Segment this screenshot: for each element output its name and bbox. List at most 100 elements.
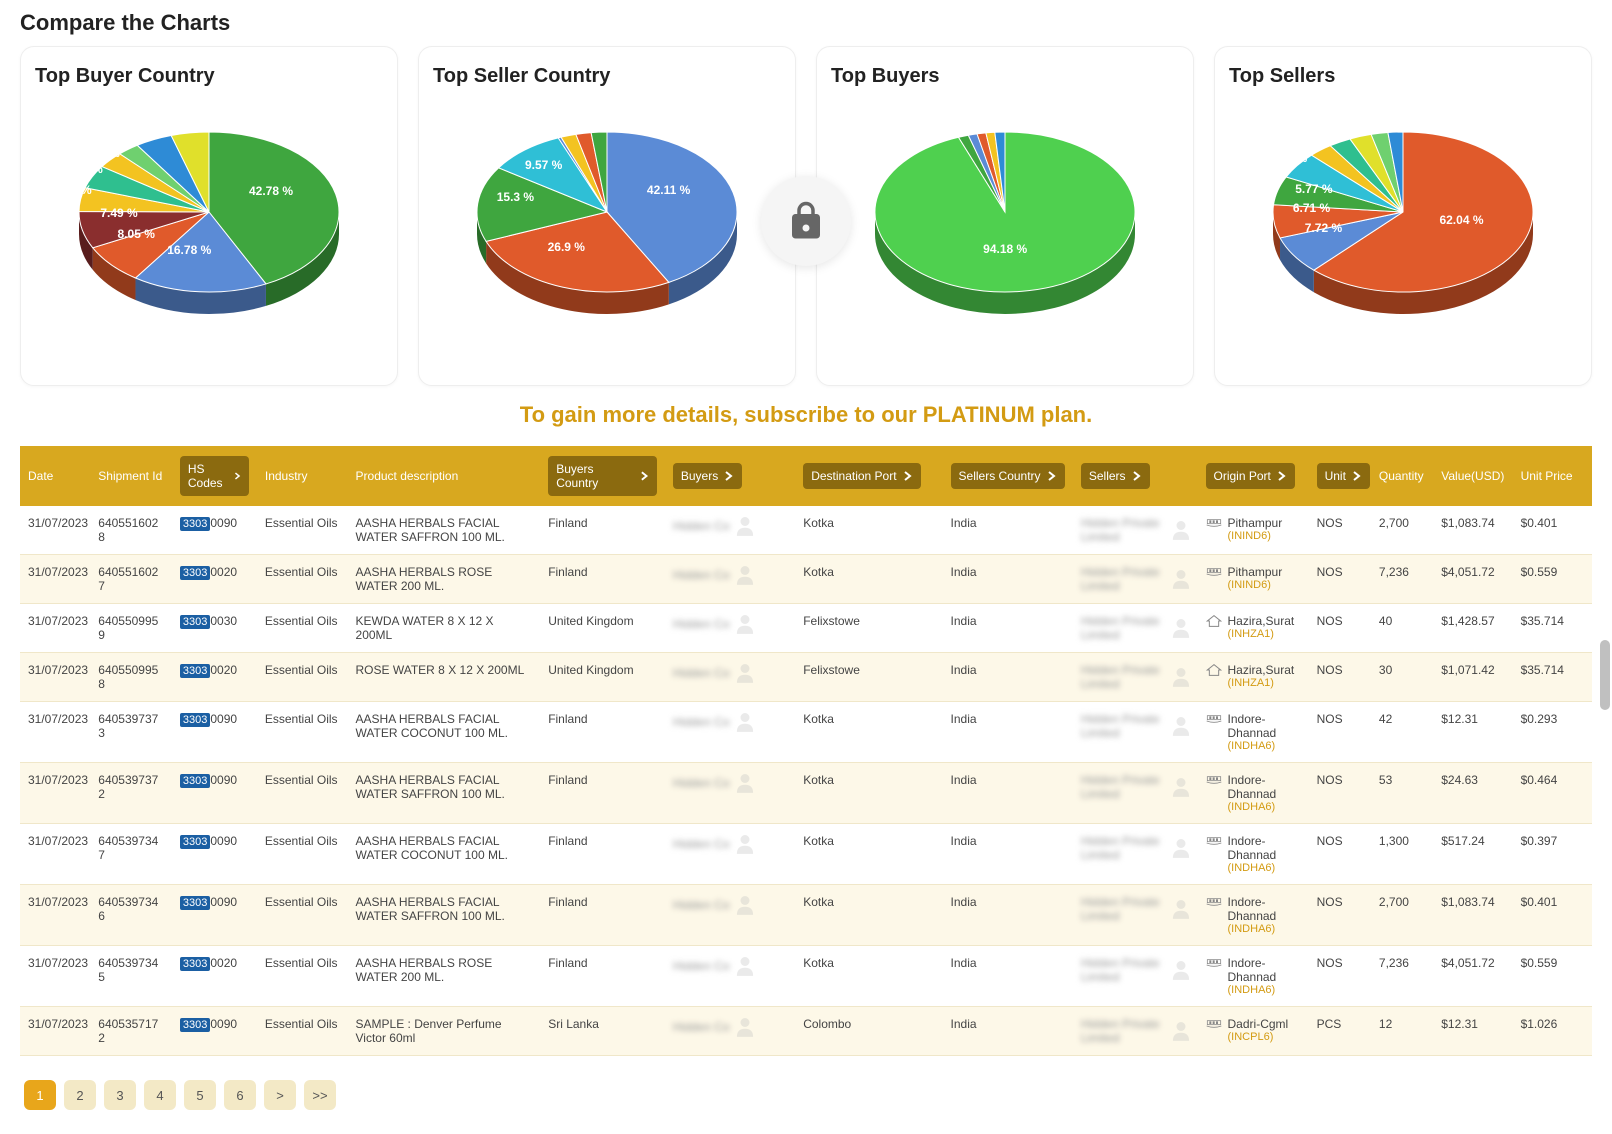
hs-prefix-chip: 3303 — [180, 957, 210, 971]
column-header-sellers[interactable]: Sellers — [1073, 446, 1198, 506]
cell-qty: 30 — [1371, 653, 1433, 702]
cell-industry: Essential Oils — [257, 506, 348, 555]
column-expand-btn[interactable]: Origin Port — [1206, 463, 1295, 489]
table-row[interactable]: 31/07/2023640539737233030090Essential Oi… — [20, 763, 1592, 824]
cell-unit: PCS — [1309, 1007, 1371, 1056]
pie-chart[interactable] — [49, 112, 369, 332]
pie-chart[interactable] — [845, 112, 1165, 332]
cell-bcountry: Sri Lanka — [540, 1007, 665, 1056]
cell-oport: Hazira,Surat(INHZA1) — [1198, 653, 1309, 702]
page-button[interactable]: 1 — [24, 1080, 56, 1110]
cell-qty: 2,700 — [1371, 885, 1433, 946]
cell-sellers: Hidden Private Limited — [1073, 946, 1198, 1007]
table-row[interactable]: 31/07/2023640535717233030090Essential Oi… — [20, 1007, 1592, 1056]
column-header-buyers[interactable]: Buyers — [665, 446, 795, 506]
port-ship-icon — [1206, 712, 1222, 726]
page-button[interactable]: >> — [304, 1080, 336, 1110]
cell-qty: 7,236 — [1371, 555, 1433, 604]
cell-hs: 33030090 — [172, 824, 257, 885]
table-row[interactable]: 31/07/2023640539734533030020Essential Oi… — [20, 946, 1592, 1007]
column-expand-btn[interactable]: Buyers Country — [548, 456, 657, 496]
cell-oport: Pithampur(ININD6) — [1198, 555, 1309, 604]
cell-desc: AASHA HERBALS FACIAL WATER SAFFRON 100 M… — [348, 506, 541, 555]
column-expand-btn[interactable]: Sellers — [1081, 463, 1150, 489]
port-ship-icon — [1206, 834, 1222, 848]
blurred-seller: Hidden Private Limited — [1081, 712, 1166, 740]
table-row[interactable]: 31/07/2023640550995833030020Essential Oi… — [20, 653, 1592, 702]
cell-uprice: $35.714 — [1513, 604, 1592, 653]
cell-qty: 7,236 — [1371, 946, 1433, 1007]
page-button[interactable]: 4 — [144, 1080, 176, 1110]
blurred-buyer: Hidden Co — [673, 519, 730, 533]
column-header-unit[interactable]: Unit — [1309, 446, 1371, 506]
cell-shipment: 6405516028 — [90, 506, 172, 555]
avatar-icon — [1172, 667, 1190, 687]
cell-industry: Essential Oils — [257, 885, 348, 946]
column-header-industry: Industry — [257, 446, 348, 506]
cell-unit: NOS — [1309, 653, 1371, 702]
cell-dport: Kotka — [795, 946, 942, 1007]
chart-title: Top Sellers — [1229, 65, 1577, 88]
cell-desc: KEWDA WATER 8 X 12 X 200ML — [348, 604, 541, 653]
page-button[interactable]: 2 — [64, 1080, 96, 1110]
column-expand-btn[interactable]: Unit — [1317, 463, 1370, 489]
page-button[interactable]: 3 — [104, 1080, 136, 1110]
table-row[interactable]: 31/07/2023640539734633030090Essential Oi… — [20, 885, 1592, 946]
column-expand-btn[interactable]: Destination Port — [803, 463, 920, 489]
avatar-icon — [736, 834, 754, 854]
cell-qty: 42 — [1371, 702, 1433, 763]
cell-industry: Essential Oils — [257, 824, 348, 885]
pie-chart[interactable] — [447, 112, 767, 332]
cell-buyers: Hidden Co — [665, 763, 795, 824]
cell-hs: 33030020 — [172, 946, 257, 1007]
cell-buyers: Hidden Co — [665, 653, 795, 702]
port-code: (INHZA1) — [1228, 628, 1295, 640]
table-row[interactable]: 31/07/2023640551602733030020Essential Oi… — [20, 555, 1592, 604]
table-row[interactable]: 31/07/2023640539737333030090Essential Oi… — [20, 702, 1592, 763]
cell-value: $1,071.42 — [1433, 653, 1512, 702]
cell-shipment: 6405357172 — [90, 1007, 172, 1056]
page-button[interactable]: 5 — [184, 1080, 216, 1110]
column-header-hs[interactable]: HS Codes — [172, 446, 257, 506]
avatar-icon — [736, 773, 754, 793]
avatar-icon — [736, 516, 754, 536]
cell-desc: AASHA HERBALS FACIAL WATER SAFFRON 100 M… — [348, 763, 541, 824]
table-row[interactable]: 31/07/2023640550995933030030Essential Oi… — [20, 604, 1592, 653]
scrollbar-thumb[interactable] — [1600, 640, 1610, 710]
column-expand-btn[interactable]: Sellers Country — [951, 463, 1065, 489]
avatar-icon — [736, 956, 754, 976]
cell-date: 31/07/2023 — [20, 1007, 90, 1056]
charts-row: Top Buyer Country42.78 %16.78 %8.05 %7.4… — [0, 46, 1612, 396]
table-row[interactable]: 31/07/2023640551602833030090Essential Oi… — [20, 506, 1592, 555]
pie-chart[interactable] — [1243, 112, 1563, 332]
cell-value: $4,051.72 — [1433, 946, 1512, 1007]
cell-sellers: Hidden Private Limited — [1073, 824, 1198, 885]
cell-value: $12.31 — [1433, 1007, 1512, 1056]
page-button[interactable]: > — [264, 1080, 296, 1110]
avatar-icon — [736, 895, 754, 915]
cell-dport: Kotka — [795, 885, 942, 946]
cell-uprice: $0.397 — [1513, 824, 1592, 885]
upsell-text: To gain more details, subscribe to our P… — [0, 402, 1612, 428]
cell-unit: NOS — [1309, 824, 1371, 885]
avatar-icon — [1172, 777, 1190, 797]
lock-overlay — [761, 176, 851, 266]
page-button[interactable]: 6 — [224, 1080, 256, 1110]
cell-buyers: Hidden Co — [665, 555, 795, 604]
cell-scountry: India — [943, 885, 1073, 946]
cell-value: $1,083.74 — [1433, 506, 1512, 555]
column-expand-btn[interactable]: Buyers — [673, 463, 742, 489]
column-header-bcountry[interactable]: Buyers Country — [540, 446, 665, 506]
cell-value: $12.31 — [1433, 702, 1512, 763]
cell-dport: Kotka — [795, 506, 942, 555]
port-code: (INDHA6) — [1228, 740, 1301, 752]
column-expand-btn[interactable]: HS Codes — [180, 456, 249, 496]
column-header-oport[interactable]: Origin Port — [1198, 446, 1309, 506]
cell-scountry: India — [943, 604, 1073, 653]
cell-oport: Indore-Dhannad(INDHA6) — [1198, 702, 1309, 763]
column-header-dport[interactable]: Destination Port — [795, 446, 942, 506]
blurred-buyer: Hidden Co — [673, 568, 730, 582]
cell-buyers: Hidden Co — [665, 946, 795, 1007]
column-header-scountry[interactable]: Sellers Country — [943, 446, 1073, 506]
table-row[interactable]: 31/07/2023640539734733030090Essential Oi… — [20, 824, 1592, 885]
